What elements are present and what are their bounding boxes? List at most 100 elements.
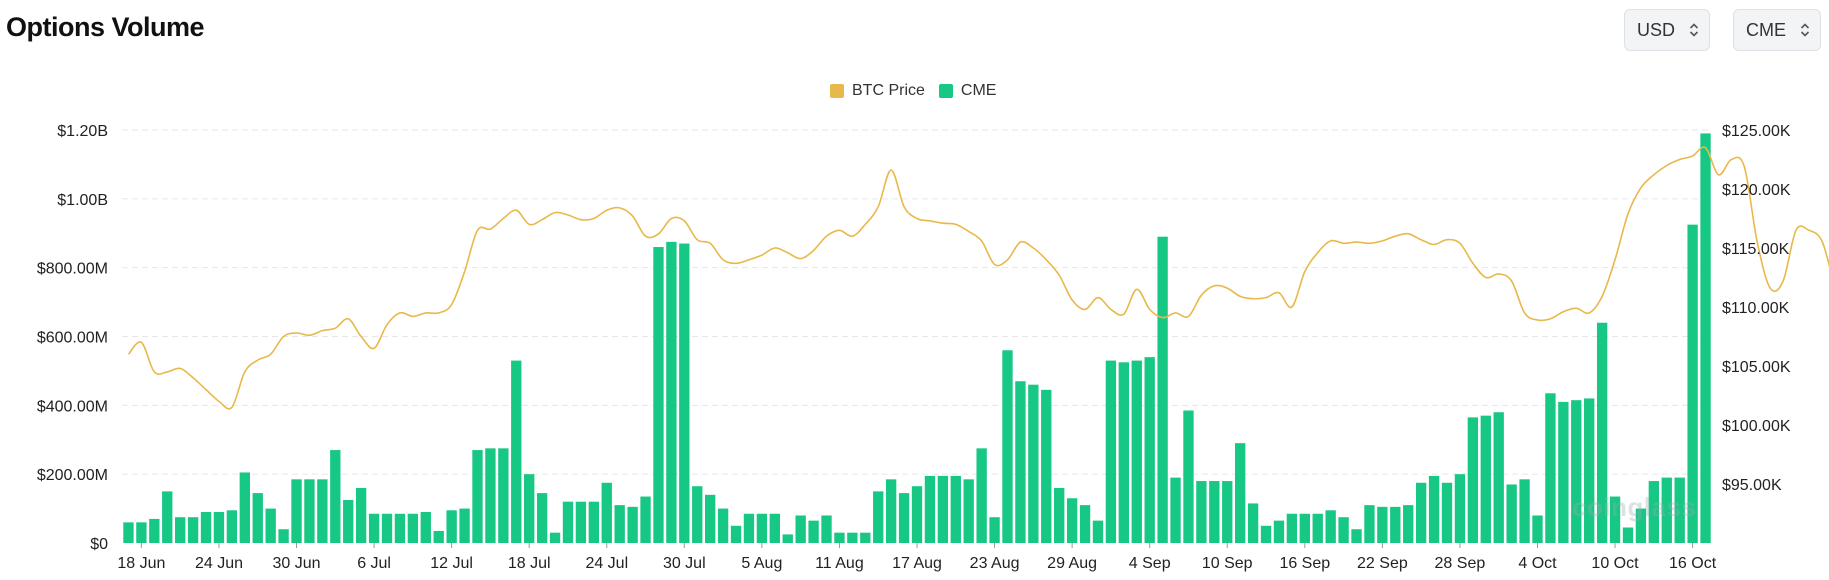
cme-volume-bar [1209,481,1220,543]
cme-volume-bar [756,513,768,543]
cme-volume-bar [1558,401,1569,543]
cme-volume-bar [343,499,354,543]
cme-volume-bar [536,493,548,543]
cme-volume-bar [175,517,186,543]
cme-volume-bar [1183,410,1194,543]
exchange-select[interactable]: CME [1733,9,1821,51]
cme-volume-bar [847,532,858,543]
currency-select-value: USD [1637,19,1676,40]
right-axis-tick-label: $105.00K [1722,359,1791,376]
cme-volume-bar [136,522,147,543]
cme-volume-bar [394,513,406,543]
x-axis-tick-label: 22 Sep [1357,555,1408,572]
cme-volume-bar [1118,362,1129,543]
x-axis-tick-label: 4 Oct [1518,555,1557,572]
cme-volume-bar [614,505,625,543]
left-axis-tick-label: $400.00M [37,398,108,415]
cme-volume-bar [1066,498,1078,543]
x-axis-tick-label: 16 Sep [1279,555,1330,572]
x-axis-tick-label: 23 Aug [970,555,1020,572]
x-axis-tick-label: 11 Aug [815,555,864,572]
cme-volume-bar [149,518,160,543]
cme-volume-bar [782,534,793,543]
cme-volume-bar [1622,527,1634,543]
cme-volume-bar [963,479,974,543]
cme-volume-bar [1002,350,1013,543]
cme-volume-bar [1480,415,1491,543]
cme-volume-bar [1674,477,1685,543]
cme-volume-bar [524,474,535,543]
cme-volume-bar [213,512,225,543]
cme-volume-bar [1222,481,1233,543]
cme-volume-bar [498,448,509,543]
x-axis-tick-label: 6 Jul [357,555,391,572]
cme-volume-bar [575,501,587,543]
currency-select[interactable]: USD [1624,9,1710,51]
legend-item-cme[interactable]: CME [938,82,997,100]
right-axis-tick-label: $100.00K [1722,418,1791,435]
cme-volume-bar [1325,510,1336,543]
left-axis-tick-label: $600.00M [37,330,108,347]
cme-volume-bar [588,501,599,543]
cme-volume-bar [640,496,651,543]
right-axis-tick-label: $95.00K [1722,477,1782,494]
cme-volume-bar [1545,393,1556,543]
left-axis-tick-label: $800.00M [37,261,108,278]
cme-volume-bar [1260,525,1272,543]
cme-volume-bar [1170,477,1181,543]
cme-volume-bar [1428,475,1440,543]
cme-volume-bar [1377,506,1388,543]
cme-volume-bar [1286,513,1298,543]
cme-volume-bar [162,491,173,544]
cme-volume-bar [1157,236,1168,543]
x-axis-tick-label: 12 Jul [430,555,473,572]
cme-volume-bar [433,530,444,543]
cme-volume-bar [989,517,1000,543]
cme-volume-bar [705,494,716,543]
cme-volume-bar [717,508,729,543]
cme-volume-bar [627,506,638,543]
cme-volume-bar [562,501,574,543]
cme-volume-bar [1635,508,1647,543]
x-axis-tick-label: 24 Jun [195,555,243,572]
right-axis-tick-label: $120.00K [1722,182,1791,199]
right-axis-ticks: $95.00K $100.00K $105.00K $110.00K $115.00K $… [1722,123,1791,494]
legend-label-cme: CME [960,82,997,99]
cme-volume-bar [679,243,690,543]
cme-volume-bar [950,475,961,543]
cme-volume-bar [976,448,987,543]
cme-volume-bar [821,515,832,543]
cme-volume-bar [1441,482,1453,543]
cme-volume-bar [1092,520,1104,543]
cme-volume-bar [873,491,884,544]
cme-volume-bars [123,133,1711,544]
left-axis-tick-label: $1.00B [57,192,108,209]
cme-volume-bar [1700,133,1711,543]
legend-label-btc-price: BTC Price [852,82,925,99]
chart-legend: BTC Price CME [830,82,1000,100]
x-axis-tick-label: 30 Jul [663,555,706,572]
x-axis-tick-label: 24 Jul [585,555,628,572]
cme-volume-bar [291,479,302,543]
cme-volume-bar [1506,484,1517,543]
cme-volume-bar [1648,481,1659,543]
left-axis-tick-label: $1.20B [57,123,108,140]
btc-price-series-line [127,146,1829,410]
cme-volume-bar [330,450,341,543]
legend-item-btc-price[interactable]: BTC Price [830,82,925,100]
cme-volume-bar [769,513,780,543]
cme-volume-bar [407,513,419,543]
cme-volume-bar [304,479,315,543]
x-axis-tick-label: 4 Sep [1129,555,1171,572]
cme-volume-bar [187,517,199,543]
x-axis-tick-label: 18 Jul [508,555,551,572]
cme-volume-bar [355,487,367,543]
cme-volume-bar [1661,477,1672,543]
cme-volume-bar [1041,389,1052,543]
cme-volume-bar [1519,479,1530,543]
left-axis-ticks: $0 $200.00M $400.00M $600.00M $800.00M $1.00B… [37,123,108,553]
cme-volume-bar [1584,398,1595,543]
cme-volume-bar [1015,381,1026,543]
cme-volume-bar [1273,520,1285,543]
